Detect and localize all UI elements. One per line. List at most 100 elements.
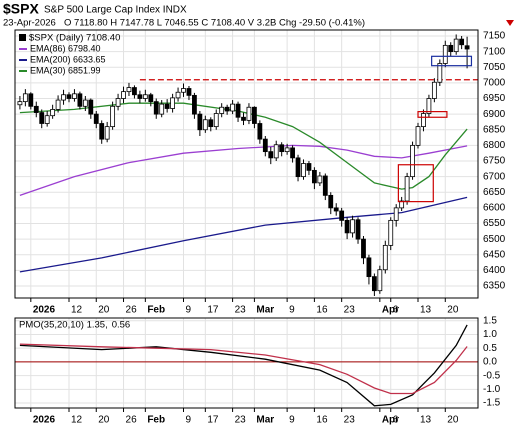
x-tick-label: 6	[393, 305, 399, 316]
y-tick-label: -1.0	[483, 384, 501, 395]
candle-body	[306, 163, 312, 171]
x-tick-label: 6	[393, 415, 399, 426]
candle-body	[464, 45, 470, 50]
y-tick-label: 0.0	[483, 357, 497, 368]
y-tick-label: 6550	[483, 218, 506, 229]
candle-body	[290, 147, 295, 159]
candle-body	[431, 81, 437, 99]
candle-body	[22, 93, 28, 103]
legend-label: EMA(200) 6633.65	[30, 54, 106, 64]
candle-body	[39, 112, 45, 124]
candle-body	[186, 88, 192, 96]
x-tick-label: Feb	[147, 415, 165, 426]
candle-body	[33, 105, 39, 113]
candle-body	[262, 138, 268, 153]
chart-title: S&P 500 Large Cap Index INDX	[44, 5, 187, 16]
candle-body	[241, 116, 246, 121]
candle-body	[410, 144, 415, 178]
candle-body	[44, 115, 50, 124]
panel-border	[14, 29, 479, 299]
candle-body	[208, 119, 214, 128]
candle-body	[399, 200, 405, 209]
x-tick-label: 20	[447, 415, 459, 426]
x-tick-label: 12	[71, 305, 83, 316]
candle-body	[426, 98, 432, 114]
x-tick-label: 13	[420, 415, 432, 426]
y-tick-label: 7150	[483, 31, 506, 42]
candle-body	[388, 219, 394, 246]
candle-body	[355, 219, 361, 240]
plot-area	[15, 30, 478, 298]
candle-body	[192, 94, 197, 115]
candle-body	[132, 87, 137, 96]
candle-body	[224, 106, 230, 112]
candle-body	[366, 257, 372, 278]
candle-body	[137, 94, 143, 99]
x-tick-label: 26	[126, 305, 138, 316]
candle-body	[448, 44, 454, 53]
candle-body	[17, 101, 23, 106]
quote: O 7118.80 H 7147.78 L 7046.55 C 7108.40 …	[64, 18, 365, 29]
x-tick-label: 23	[235, 305, 247, 316]
y-tick-label: 6700	[483, 171, 506, 182]
candle-body	[252, 106, 257, 124]
x-tick-label: 2026	[33, 305, 56, 316]
y-tick-label: 6450	[483, 249, 506, 260]
candle-body	[50, 109, 56, 117]
candle-body	[159, 103, 165, 115]
candle-body	[311, 169, 317, 184]
candle-body	[142, 94, 148, 99]
symbol: $SPX	[3, 1, 39, 17]
x-tick-label: Mar	[256, 415, 274, 426]
x-tick-label: 2026	[33, 415, 56, 426]
candle-body	[82, 99, 88, 107]
candle-body	[213, 113, 219, 128]
candle-body	[202, 119, 208, 131]
candle-body	[377, 269, 383, 292]
candle-body	[437, 63, 443, 83]
y-tick-label: 6350	[483, 281, 506, 292]
candle-body	[235, 103, 241, 118]
y-tick-label: 6950	[483, 93, 506, 104]
candle-body	[328, 194, 334, 209]
candle-body	[257, 123, 263, 140]
y-tick-label: 6600	[483, 203, 506, 214]
candle-body	[361, 238, 366, 259]
candle-body	[170, 97, 176, 109]
candle-body	[230, 103, 235, 112]
y-tick-label: 6750	[483, 156, 506, 167]
candle-body	[333, 207, 339, 212]
candle-body	[219, 106, 225, 114]
x-tick-label: Feb	[147, 305, 165, 316]
candle-body	[393, 207, 399, 221]
x-tick-label: 9	[186, 305, 192, 316]
annotation-box	[431, 55, 473, 67]
x-tick-label: 20	[98, 305, 110, 316]
candle-body	[279, 144, 285, 153]
candle-body	[28, 93, 34, 107]
candle-body	[459, 38, 465, 46]
x-tick-label: 9	[289, 415, 295, 426]
y-tick-label: 6400	[483, 265, 506, 276]
y-tick-label: 6900	[483, 109, 506, 120]
candle-body	[110, 105, 116, 128]
x-tick-label: Apr	[382, 305, 399, 316]
line-series	[19, 144, 468, 197]
annotation-box	[397, 164, 434, 203]
y-tick-label: 6500	[483, 234, 506, 245]
y-tick-label: 7000	[483, 78, 506, 89]
candle-body	[115, 98, 121, 107]
candle-body	[404, 176, 410, 202]
candle-body	[322, 175, 328, 196]
legend-swatch	[19, 34, 26, 41]
line-series	[19, 196, 468, 273]
candle-body	[371, 276, 377, 292]
y-tick-label: 1.5	[483, 315, 497, 326]
x-tick-label: 9	[289, 305, 295, 316]
x-tick-label: 26	[126, 415, 138, 426]
candle-body	[66, 94, 72, 99]
candle-body	[268, 151, 274, 159]
candle-body	[126, 87, 132, 93]
annotation-box	[417, 111, 448, 118]
